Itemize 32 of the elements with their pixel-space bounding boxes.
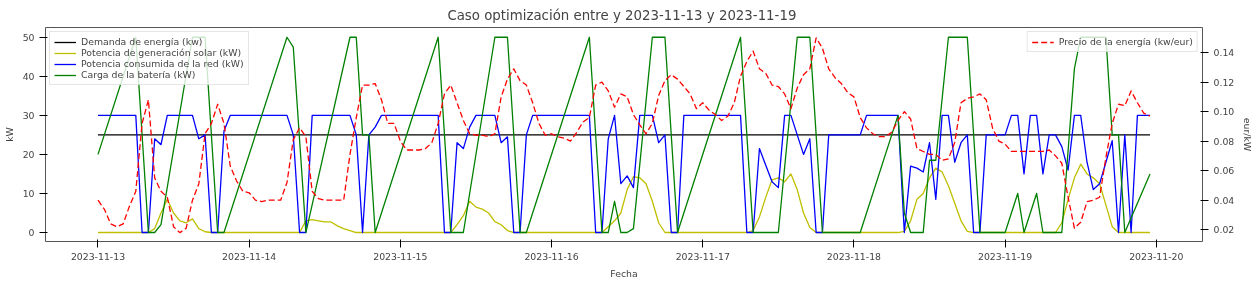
x-tick-label: 2023-11-18 [826,250,882,262]
y-tick-label: 50 [22,31,35,43]
x-axis-title: Fecha [610,267,638,279]
y-tick-label: 0 [28,227,35,239]
line-series [97,114,1151,234]
x-tick-label: 2023-11-19 [978,250,1033,262]
x-tick-label: 2023-11-14 [222,250,277,262]
legend-label: Potencia consumida de la red (kW) [81,58,244,69]
y-tick-label: 30 [22,109,35,121]
y-tick-label: 10 [22,187,35,199]
chart-title: Caso optimización entre y 2023-11-13 y 2023-11-19 [447,7,797,23]
legend-label: Demanda de energía (kw) [81,36,203,47]
y2-tick-label: 0.08 [1213,135,1235,147]
legend-label: Precio de la energía (kw/eur) [1058,36,1193,47]
x-tick-label: 2023-11-13 [70,250,126,262]
line-series [97,163,1151,234]
y2-tick-label: 0.10 [1213,106,1235,118]
x-tick-label: 2023-11-15 [373,250,428,262]
x-tick-label: 2023-11-16 [524,250,579,262]
y2-axis-title: eur/kW [1242,117,1254,152]
y-tick-label: 20 [22,148,35,160]
y-tick-label: 40 [22,70,35,82]
x-tick-label: 2023-11-20 [1129,250,1184,262]
y-axis-title: kW [3,127,15,142]
legend-label: Carga de la batería (kW) [81,69,196,80]
y2-tick-label: 0.06 [1213,165,1235,177]
y2-tick-label: 0.02 [1213,224,1235,236]
y2-tick-label: 0.14 [1213,47,1235,59]
x-tick-label: 2023-11-17 [675,250,730,262]
legend-label: Potencia de generación solar (kW) [81,47,242,58]
y2-tick-label: 0.04 [1213,194,1235,206]
y2-tick-label: 0.12 [1213,76,1235,88]
